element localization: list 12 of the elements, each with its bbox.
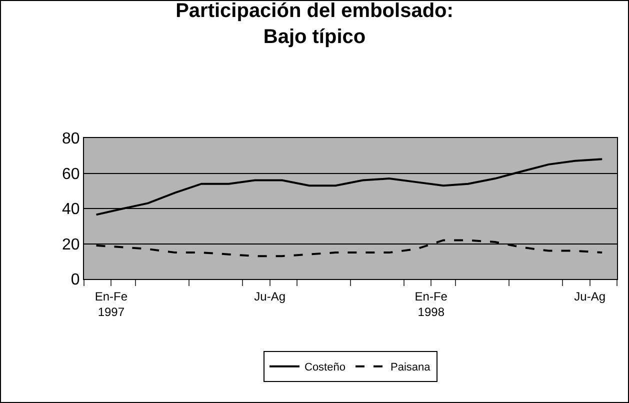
x-tick-label: Ju-Ag xyxy=(574,289,606,304)
y-tick-label: 0 xyxy=(70,272,80,289)
x-tick-label: En-Fe 1998 xyxy=(414,289,448,319)
y-tick-label: 60 xyxy=(62,166,80,183)
x-tick-label: Ju-Ag xyxy=(254,289,286,304)
x-tick-label: En-Fe 1997 xyxy=(94,289,128,319)
legend-label: Costeño xyxy=(304,362,346,374)
y-tick-label: 40 xyxy=(62,201,80,218)
chart-title: Participación del embolsado: Bajo típico xyxy=(176,0,454,48)
legend-label: Paisana xyxy=(390,362,432,374)
y-tick-label: 80 xyxy=(62,130,80,148)
y-tick-label: 20 xyxy=(62,236,80,254)
